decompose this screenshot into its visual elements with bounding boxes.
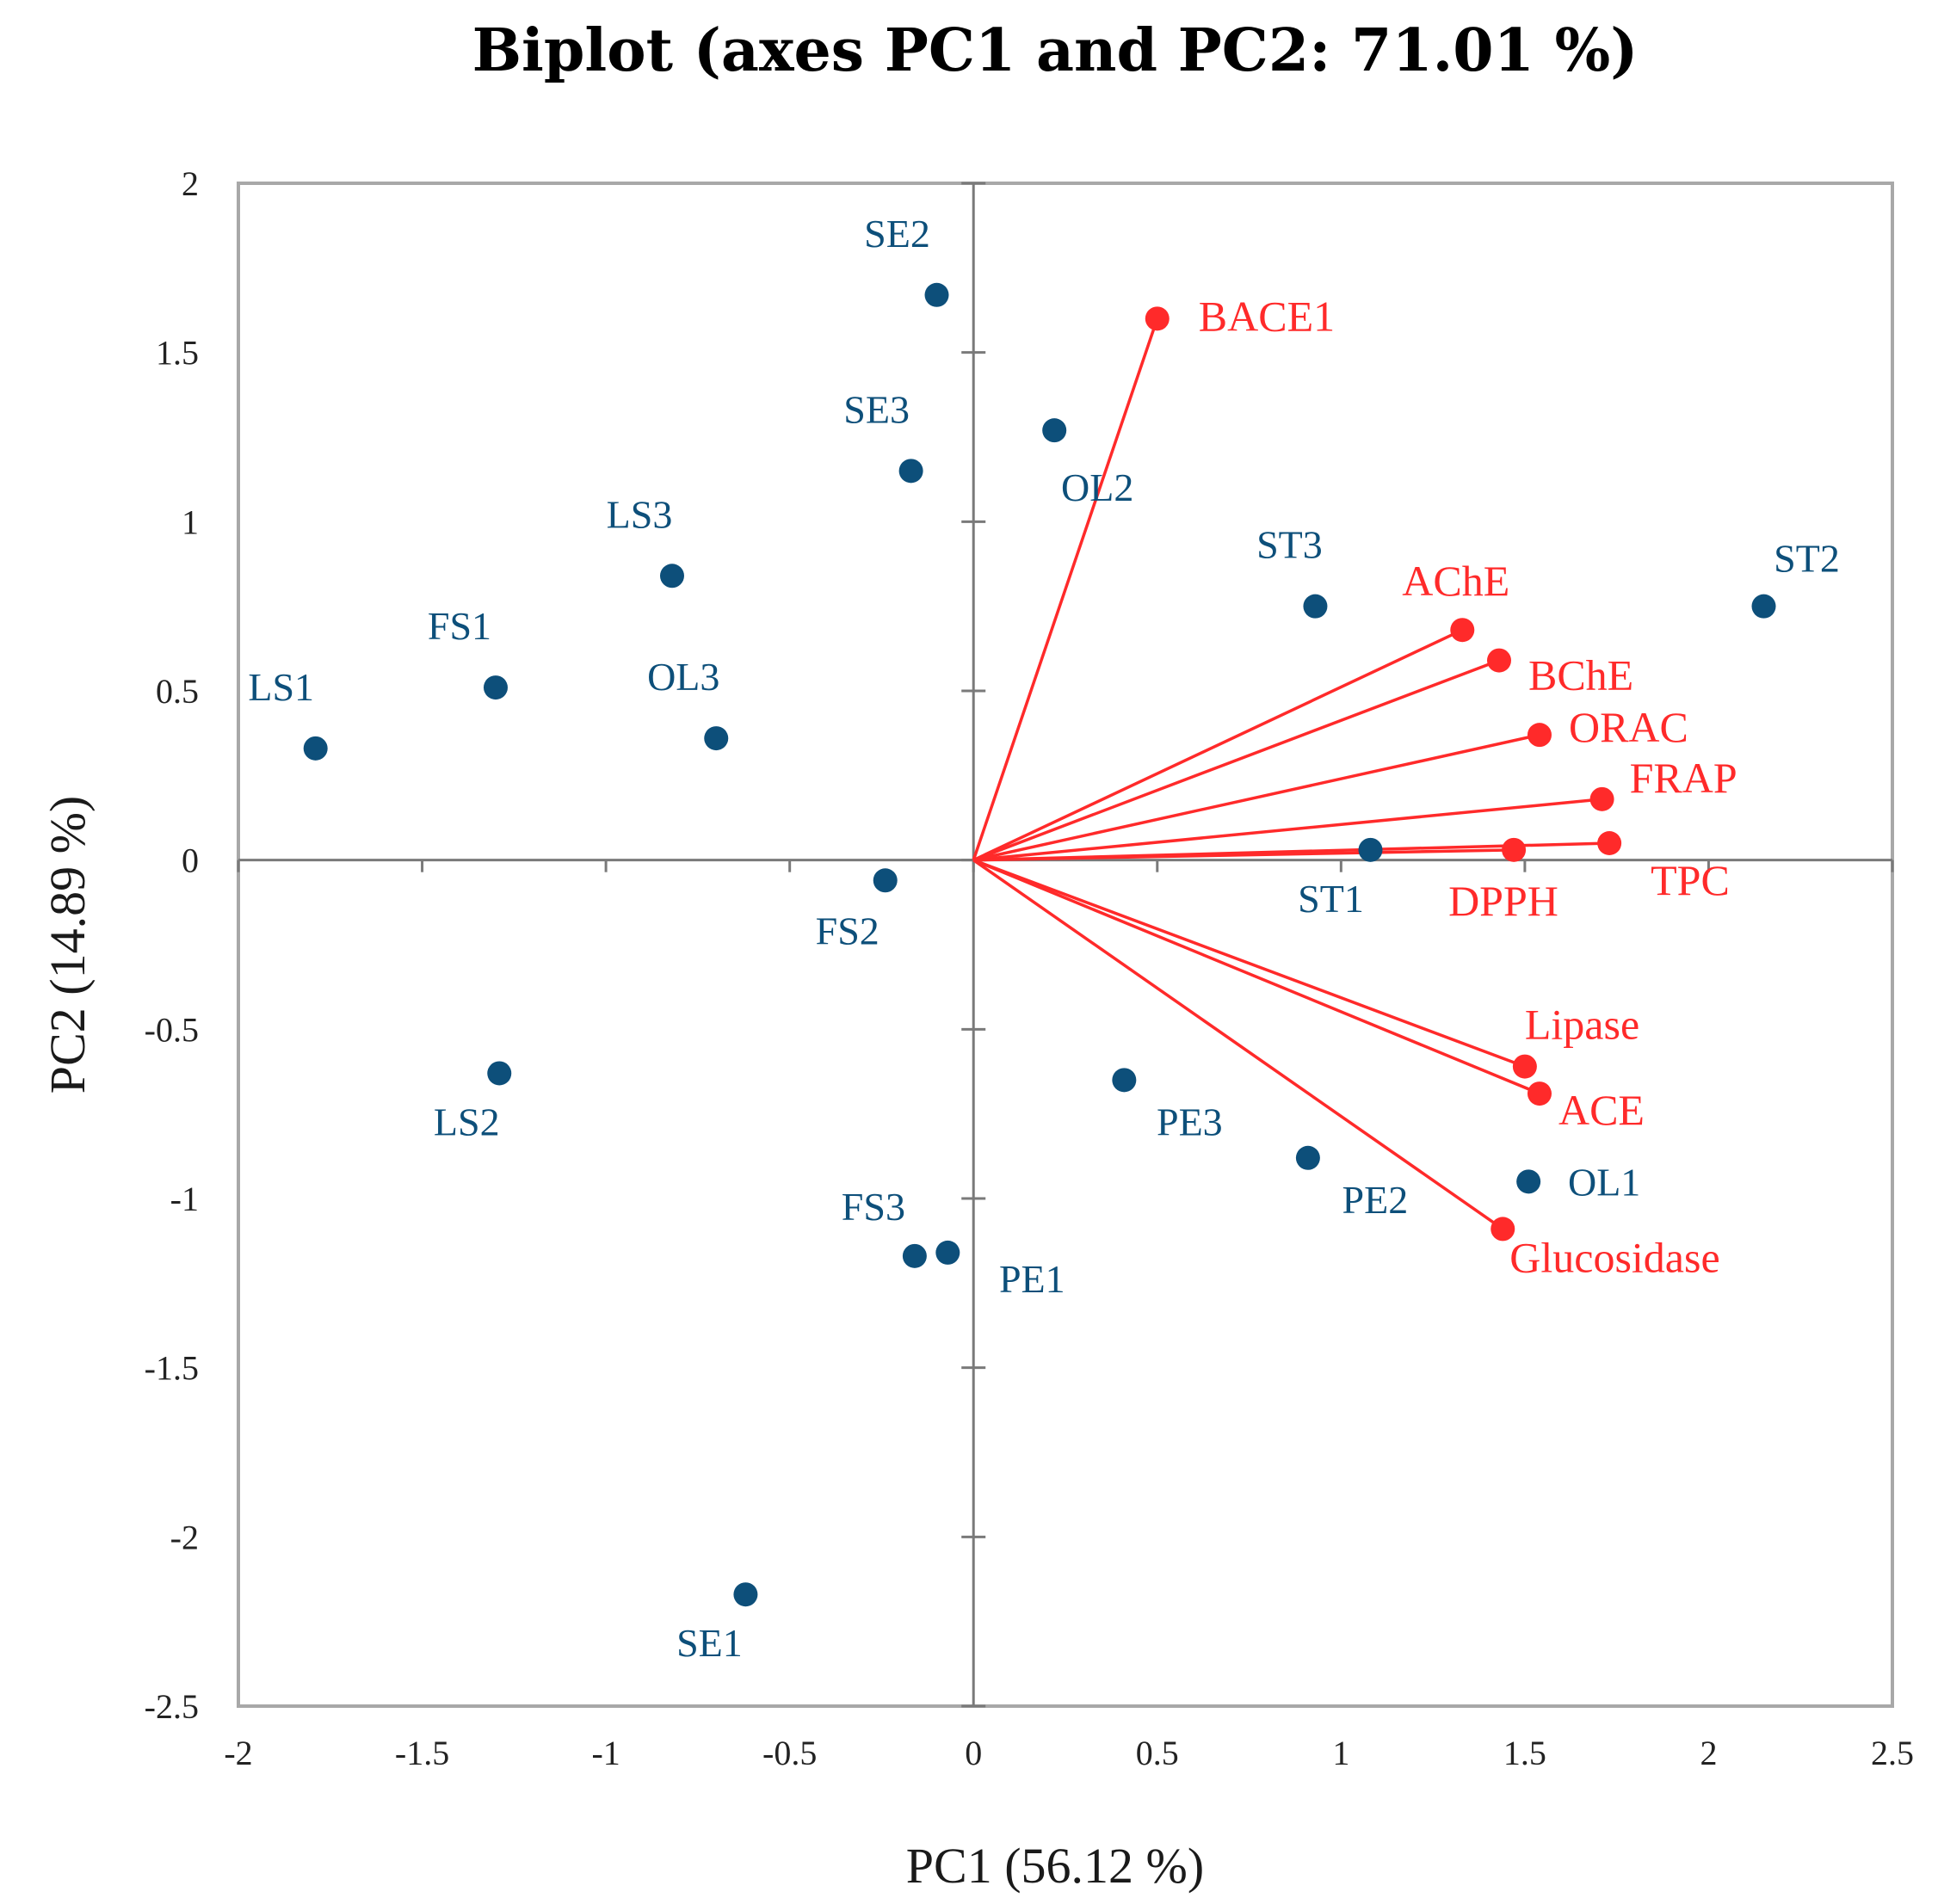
observation-point-pe3 bbox=[1112, 1068, 1137, 1093]
observation-point-fs3 bbox=[902, 1243, 927, 1268]
x-tick-label: 1.5 bbox=[1503, 1734, 1546, 1772]
observation-point-fs2 bbox=[873, 868, 898, 893]
y-axis-title: PC2 (14.89 %) bbox=[40, 796, 96, 1094]
observation-point-st3 bbox=[1303, 594, 1328, 619]
x-tick-label: -0.5 bbox=[762, 1734, 817, 1772]
vector-point-bche bbox=[1486, 648, 1511, 673]
observation-label-st3: ST3 bbox=[1256, 523, 1323, 567]
y-tick-label: -0.5 bbox=[145, 1010, 199, 1049]
y-tick-label: -2 bbox=[170, 1518, 199, 1556]
observation-label-fs2: FS2 bbox=[816, 909, 880, 952]
observation-label-fs3: FS3 bbox=[842, 1185, 905, 1229]
observation-label-fs1: FS1 bbox=[428, 604, 491, 648]
observation-point-pe2 bbox=[1295, 1145, 1320, 1170]
vector-point-tpc bbox=[1597, 831, 1622, 855]
vector-line-ache bbox=[972, 628, 1464, 862]
y-tick-label: 0.5 bbox=[156, 672, 199, 711]
x-tick-label: 0 bbox=[965, 1734, 982, 1772]
observation-label-st2: ST2 bbox=[1774, 537, 1840, 581]
x-tick-label: -2 bbox=[224, 1734, 252, 1772]
y-tick-label: -2.5 bbox=[145, 1687, 199, 1726]
vector-point-lipase bbox=[1512, 1054, 1537, 1079]
vector-line-bace1 bbox=[972, 317, 1159, 861]
x-tick-label: -1.5 bbox=[395, 1734, 449, 1772]
observation-points: SE2 SE3 OL2 LS3 FS1 LS1 OL3 ST3 ST2 ST1 FS2 LS2 PE3 P… bbox=[248, 212, 1840, 1665]
vector-label-bche: BChE bbox=[1528, 651, 1633, 699]
x-axis-title: PC1 (56.12 %) bbox=[906, 1838, 1204, 1894]
vector-label-frap: FRAP bbox=[1630, 754, 1737, 802]
observation-point-st1 bbox=[1358, 837, 1383, 862]
vector-label-dpph: DPPH bbox=[1448, 877, 1558, 925]
observation-point-ls3 bbox=[659, 564, 684, 588]
observation-point-st2 bbox=[1751, 594, 1776, 619]
y-tick-label: 0 bbox=[182, 841, 199, 880]
observation-label-pe1: PE1 bbox=[999, 1257, 1065, 1301]
y-tick-label: 1 bbox=[182, 502, 199, 541]
observation-label-ol2: OL2 bbox=[1061, 465, 1133, 509]
vector-line-lipase bbox=[972, 859, 1526, 1069]
observation-label-pe2: PE2 bbox=[1342, 1178, 1409, 1222]
observation-point-ol2 bbox=[1042, 418, 1067, 443]
observation-point-pe1 bbox=[935, 1240, 960, 1265]
x-tick-label: 1 bbox=[1332, 1734, 1349, 1772]
y-tick-label: -1 bbox=[170, 1180, 199, 1218]
observation-label-se3: SE3 bbox=[843, 387, 910, 431]
vector-point-bace1 bbox=[1145, 306, 1170, 331]
tick-labels: -2 -1.5 -1 -0.5 0 0.5 1 1.5 2 2.5 2 1.5 1 0.5 0 -0.5 -1 -… bbox=[145, 164, 1914, 1772]
vector-line-frap bbox=[973, 798, 1602, 862]
axes-layer bbox=[237, 182, 1894, 1708]
observation-label-ls3: LS3 bbox=[607, 492, 673, 536]
vector-point-ache bbox=[1450, 618, 1475, 643]
vector-label-orac: ORAC bbox=[1569, 703, 1688, 751]
x-tick-label: 0.5 bbox=[1136, 1734, 1179, 1772]
vector-label-ache: AChE bbox=[1402, 557, 1509, 605]
observation-label-se1: SE1 bbox=[676, 1621, 743, 1665]
observation-point-ls1 bbox=[303, 736, 328, 761]
observation-point-se3 bbox=[898, 459, 923, 484]
vector-line-orac bbox=[972, 733, 1540, 862]
observation-point-ol3 bbox=[704, 726, 729, 751]
observation-label-pe3: PE3 bbox=[1157, 1100, 1223, 1143]
vector-point-ace bbox=[1527, 1081, 1552, 1106]
vector-label-lipase: Lipase bbox=[1525, 1001, 1639, 1049]
chart-title: Biplot (axes PC1 and PC2: 71.01 %) bbox=[472, 16, 1639, 85]
observation-label-ol1: OL1 bbox=[1568, 1160, 1640, 1204]
observation-label-se2: SE2 bbox=[864, 212, 930, 256]
vector-label-tpc: TPC bbox=[1651, 856, 1730, 904]
vector-label-glucosidase: Glucosidase bbox=[1509, 1233, 1719, 1281]
x-tick-label: 2.5 bbox=[1871, 1734, 1914, 1772]
observation-point-fs1 bbox=[483, 675, 508, 700]
observation-label-st1: ST1 bbox=[1298, 877, 1364, 921]
x-tick-label: 2 bbox=[1700, 1734, 1717, 1772]
vector-point-dpph bbox=[1502, 837, 1527, 862]
y-tick-label: 1.5 bbox=[156, 334, 199, 373]
vector-line-bche bbox=[972, 658, 1500, 862]
vector-point-orac bbox=[1527, 723, 1552, 748]
vector-line-glucosidase bbox=[972, 859, 1504, 1230]
vector-point-frap bbox=[1589, 786, 1614, 811]
observation-label-ls1: LS1 bbox=[248, 665, 314, 709]
x-tick-label: -1 bbox=[591, 1734, 620, 1772]
vector-line-dpph bbox=[973, 848, 1515, 862]
observation-label-ls2: LS2 bbox=[434, 1100, 500, 1143]
observation-point-ls2 bbox=[487, 1061, 512, 1086]
observation-label-ol3: OL3 bbox=[647, 655, 719, 699]
vector-label-ace: ACE bbox=[1558, 1086, 1645, 1134]
y-tick-label: 2 bbox=[182, 164, 199, 203]
observation-point-ol1 bbox=[1516, 1169, 1541, 1194]
y-tick-label: -1.5 bbox=[145, 1349, 199, 1388]
vector-label-bace1: BACE1 bbox=[1199, 292, 1335, 340]
observation-point-se2 bbox=[924, 282, 949, 307]
vector-point-glucosidase bbox=[1491, 1217, 1515, 1242]
vector-line-ace bbox=[972, 859, 1540, 1095]
plot-area-frame bbox=[237, 182, 1894, 1708]
observation-point-se1 bbox=[733, 1582, 758, 1607]
